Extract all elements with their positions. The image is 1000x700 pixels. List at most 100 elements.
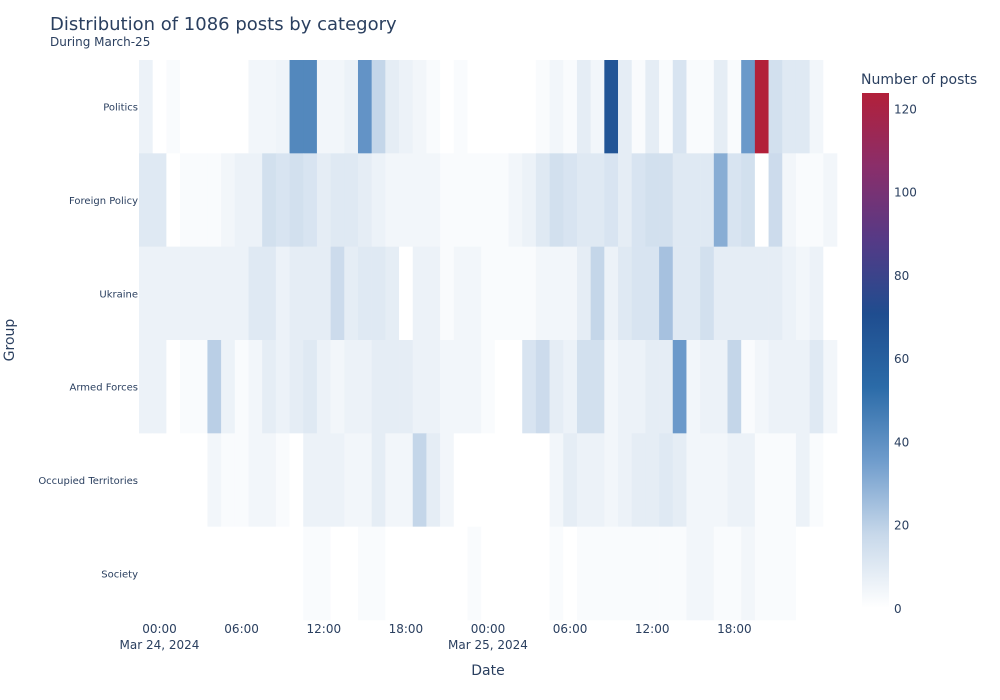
heatmap-cell — [330, 433, 345, 527]
heatmap-cell — [467, 526, 482, 621]
heatmap-cell — [645, 526, 660, 621]
heatmap-cell — [221, 526, 236, 621]
heatmap-cell — [152, 153, 167, 247]
heatmap-cell — [412, 60, 427, 154]
heatmap-cell — [823, 153, 838, 247]
heatmap-cell — [549, 246, 564, 341]
heatmap-cell — [399, 433, 414, 527]
heatmap-cell — [453, 526, 468, 621]
heatmap-cell — [645, 60, 660, 154]
colorbar-tick-label: 0 — [894, 602, 902, 616]
heatmap-cell — [371, 60, 386, 154]
heatmap-cell — [426, 433, 441, 527]
heatmap-cell — [576, 433, 591, 527]
heatmap-cell — [330, 60, 345, 154]
heatmap-cell — [713, 153, 728, 247]
heatmap-cell — [357, 433, 372, 527]
heatmap-cell — [248, 340, 263, 434]
heatmap-cell — [645, 340, 660, 434]
heatmap-cell — [166, 246, 181, 341]
heatmap-cell — [152, 526, 167, 621]
heatmap-cell — [481, 246, 496, 341]
heatmap-cell — [768, 153, 783, 247]
heatmap-cell — [590, 526, 605, 621]
heatmap-cell — [248, 526, 263, 621]
colorbar — [862, 93, 889, 608]
heatmap-cell — [207, 60, 222, 154]
heatmap-cell — [618, 526, 633, 621]
heatmap-cell — [412, 526, 427, 621]
heatmap-cell — [234, 60, 249, 154]
heatmap-cell — [357, 340, 372, 434]
heatmap-cell — [713, 526, 728, 621]
heatmap-cell — [754, 246, 769, 341]
heatmap-cell — [768, 60, 783, 154]
chart-subtitle: During March-25 — [50, 35, 150, 49]
heatmap-cell — [618, 60, 633, 154]
heatmap-cell — [508, 433, 523, 527]
heatmap-cell — [330, 526, 345, 621]
heatmap-cell — [631, 246, 646, 341]
heatmap-cell — [166, 433, 181, 527]
x-axis-title: Date — [471, 663, 504, 679]
heatmap-cell — [234, 153, 249, 247]
heatmap-cell — [385, 340, 400, 434]
heatmap-cell — [453, 246, 468, 341]
heatmap-cell — [809, 340, 824, 434]
heatmap-cell — [741, 60, 756, 154]
heatmap-cell — [823, 246, 838, 341]
heatmap-cell — [385, 526, 400, 621]
heatmap-cell — [795, 340, 810, 434]
heatmap-cell — [399, 153, 414, 247]
heatmap-cell — [604, 526, 619, 621]
heatmap-cell — [467, 246, 482, 341]
heatmap-cell — [453, 153, 468, 247]
heatmap-cell — [604, 153, 619, 247]
heatmap-cell — [754, 153, 769, 247]
heatmap-cell — [700, 153, 715, 247]
heatmap-cell — [481, 340, 496, 434]
heatmap-cell — [166, 153, 181, 247]
heatmap-cell — [659, 153, 674, 247]
heatmap-cell — [371, 526, 386, 621]
heatmap-cell — [795, 153, 810, 247]
heatmap-cell — [508, 153, 523, 247]
heatmap-cell — [193, 153, 208, 247]
heatmap-cell — [686, 246, 701, 341]
heatmap-cell — [330, 246, 345, 341]
heatmap-cell — [481, 433, 496, 527]
x-tick-label: 06:00 — [553, 622, 588, 636]
heatmap-cell — [412, 433, 427, 527]
heatmap-cell — [385, 60, 400, 154]
heatmap-cell — [700, 526, 715, 621]
heatmap-cell — [180, 153, 195, 247]
heatmap-cell — [823, 340, 838, 434]
y-tick-label: Politics — [103, 103, 138, 114]
heatmap-cell — [152, 433, 167, 527]
heatmap-cell — [768, 433, 783, 527]
heatmap-cell — [809, 526, 824, 621]
heatmap-cell — [180, 340, 195, 434]
y-axis-title: Group — [2, 319, 18, 362]
heatmap-cell — [768, 526, 783, 621]
colorbar-tick-label: 60 — [894, 352, 909, 366]
heatmap-cell — [303, 340, 318, 434]
heatmap-cell — [440, 340, 455, 434]
heatmap-cell — [440, 60, 455, 154]
heatmap-cell — [672, 246, 687, 341]
heatmap-cell — [248, 246, 263, 341]
heatmap-cell — [727, 526, 742, 621]
heatmap-cell — [741, 526, 756, 621]
heatmap-cell — [535, 526, 550, 621]
heatmap-cell — [522, 340, 537, 434]
heatmap-cell — [686, 153, 701, 247]
heatmap-cell — [289, 60, 304, 154]
heatmap-cell — [795, 526, 810, 621]
x-tick-date-label: Mar 25, 2024 — [448, 638, 528, 652]
heatmap-cell — [262, 246, 277, 341]
y-tick-label: Ukraine — [99, 289, 138, 300]
colorbar-tick-label: 20 — [894, 519, 909, 533]
heatmap-cell — [700, 60, 715, 154]
heatmap-cell — [316, 60, 331, 154]
